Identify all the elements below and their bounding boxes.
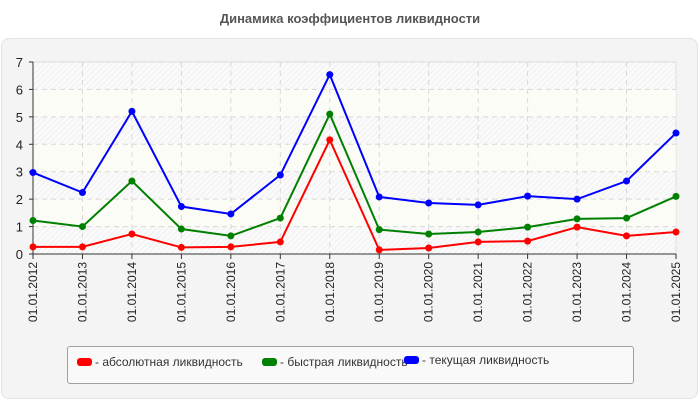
data-series [29, 71, 680, 254]
x-tick-label: 01.01.2020 [422, 262, 436, 322]
y-tick-label: 3 [16, 165, 23, 180]
x-tick-label: 01.01.2023 [570, 262, 584, 322]
data-point [326, 71, 334, 79]
data-point [29, 243, 37, 251]
legend-label: - текущая ликвидность [422, 353, 550, 367]
gridlines [33, 61, 676, 254]
data-point [474, 238, 482, 246]
x-tick-label: 01.01.2017 [273, 262, 287, 322]
y-tick-label: 1 [16, 220, 23, 235]
data-point [29, 217, 37, 225]
data-point [672, 192, 680, 200]
data-point [375, 226, 383, 234]
x-tick-label: 01.01.2025 [669, 262, 683, 322]
data-point [78, 189, 86, 197]
y-tick-label: 2 [16, 192, 23, 207]
legend: - абсолютная ликвидность - быстрая ликви… [67, 346, 634, 384]
axis-labels: 0 1 2 3 4 5 6 7 01.01.2012 01.01.2013 01.01.2014 01… [16, 55, 683, 322]
legend-item-current: - текущая ликвидность [404, 353, 549, 367]
data-point [375, 246, 383, 254]
data-point [573, 223, 581, 231]
y-tick-label: 6 [16, 82, 23, 97]
x-tick-label: 01.01.2024 [620, 262, 634, 322]
legend-swatch-green [262, 358, 277, 366]
series-line [29, 110, 680, 240]
plot-area [32, 61, 677, 255]
data-point [78, 243, 86, 251]
legend-label: - быстрая ликвидность [280, 355, 408, 369]
data-point [128, 230, 136, 238]
y-tick-label: 4 [16, 137, 23, 152]
x-tick-label: 01.01.2013 [75, 262, 89, 322]
legend-label: - абсолютная ликвидность [95, 355, 243, 369]
data-point [474, 201, 482, 209]
x-tick-label: 01.01.2019 [372, 262, 386, 322]
data-point [78, 223, 86, 231]
data-point [573, 215, 581, 223]
data-point [177, 203, 185, 211]
data-point [128, 177, 136, 185]
x-tick-label: 01.01.2012 [26, 262, 40, 322]
data-point [227, 210, 235, 218]
data-point [227, 243, 235, 251]
x-tick-label: 01.01.2018 [323, 262, 337, 322]
data-point [524, 223, 532, 231]
y-tick-label: 7 [16, 55, 23, 70]
legend-item-quick: - быстрая ликвидность [262, 355, 408, 369]
data-point [672, 228, 680, 236]
data-point [326, 110, 334, 118]
data-point [672, 129, 680, 137]
chart-title: Динамика коэффициентов ликвидности [219, 11, 481, 26]
x-tick-label: 01.01.2021 [471, 262, 485, 322]
data-point [29, 169, 37, 177]
data-point [524, 192, 532, 200]
data-point [474, 228, 482, 236]
data-point [227, 232, 235, 240]
data-point [375, 193, 383, 201]
y-tick-label: 5 [16, 110, 23, 125]
series-line [29, 71, 680, 218]
x-tick-label: 01.01.2015 [174, 262, 188, 322]
series-line [29, 136, 680, 254]
data-point [573, 195, 581, 203]
legend-swatch-red [77, 358, 92, 366]
x-tick-label: 01.01.2016 [224, 262, 238, 322]
data-point [524, 237, 532, 245]
data-point [425, 199, 433, 207]
data-point [276, 238, 284, 246]
data-point [623, 214, 631, 222]
data-point [177, 225, 185, 233]
legend-item-absolute: - абсолютная ликвидность [77, 355, 243, 369]
y-tick-label: 0 [16, 247, 23, 262]
data-point [425, 230, 433, 238]
legend-swatch-blue [404, 356, 419, 364]
data-point [623, 177, 631, 185]
data-point [276, 171, 284, 179]
data-point [177, 243, 185, 251]
data-point [623, 232, 631, 240]
x-tick-label: 01.01.2022 [521, 262, 535, 322]
data-point [128, 107, 136, 115]
data-point [326, 136, 334, 144]
data-point [425, 244, 433, 252]
data-point [276, 214, 284, 222]
x-tick-label: 01.01.2014 [125, 262, 139, 322]
